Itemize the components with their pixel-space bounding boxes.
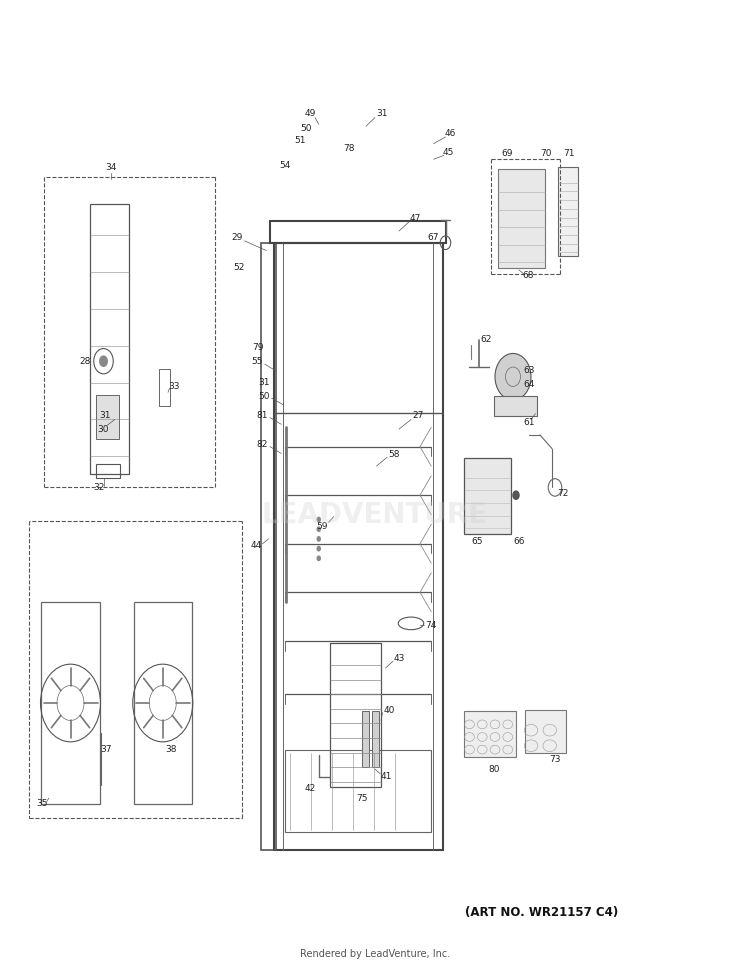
Circle shape [512,490,520,500]
Circle shape [316,526,321,532]
Text: 59: 59 [316,521,328,531]
Bar [261,243,276,850]
Text: 44: 44 [251,541,262,551]
Text: 55: 55 [251,356,263,366]
Circle shape [99,355,108,367]
Text: (ART NO. WR21157 C4): (ART NO. WR21157 C4) [465,906,618,920]
Text: 64: 64 [523,380,535,389]
Text: 32: 32 [93,483,105,492]
Text: 45: 45 [442,148,454,157]
Circle shape [316,536,321,542]
Text: 52: 52 [232,262,244,272]
Text: 40: 40 [383,706,395,716]
Text: 65: 65 [471,537,483,547]
Bar [464,458,512,534]
Text: 37: 37 [100,745,112,754]
Text: 58: 58 [388,450,400,459]
Bar [96,395,118,439]
Text: 70: 70 [540,149,552,158]
Text: 29: 29 [231,233,243,243]
Bar [525,710,566,753]
Text: 72: 72 [556,488,568,498]
Text: 31: 31 [99,411,111,420]
Text: 62: 62 [480,335,492,345]
Text: 68: 68 [522,271,534,281]
Text: 28: 28 [79,356,91,366]
Circle shape [495,353,531,400]
Text: 54: 54 [279,160,291,170]
Bar [558,167,578,256]
Text: Rendered by LeadVenture, Inc.: Rendered by LeadVenture, Inc. [300,949,450,958]
Text: 80: 80 [488,764,500,774]
Text: 73: 73 [549,754,561,764]
Text: 35: 35 [36,799,48,809]
Circle shape [316,555,321,561]
Text: 78: 78 [343,144,355,153]
Text: 75: 75 [356,793,368,803]
Text: 69: 69 [501,149,513,158]
Bar [96,464,120,478]
Bar [372,711,379,767]
Text: 31: 31 [376,109,388,118]
Text: 41: 41 [380,772,392,782]
Text: 42: 42 [304,784,315,793]
Bar [330,643,381,787]
Text: 49: 49 [304,109,316,118]
Text: 82: 82 [256,440,268,450]
Bar [362,711,369,767]
Text: 81: 81 [256,411,268,420]
Text: 63: 63 [523,366,535,376]
Text: 43: 43 [394,653,406,663]
Text: 51: 51 [294,136,306,146]
Text: 74: 74 [424,620,436,630]
Text: 50: 50 [258,391,270,401]
Bar [134,602,192,804]
Text: 66: 66 [513,537,525,547]
Bar [270,221,446,243]
Circle shape [316,517,321,522]
Text: 71: 71 [562,149,574,158]
Bar [274,243,442,850]
Bar [285,750,431,832]
Bar [41,602,100,804]
Text: 50: 50 [300,123,312,133]
Circle shape [316,546,321,552]
Text: 79: 79 [252,343,264,352]
Text: 27: 27 [413,411,424,420]
Bar [159,369,170,406]
Text: LEADVENTURE: LEADVENTURE [262,501,488,528]
Text: 34: 34 [105,162,117,172]
Text: 38: 38 [165,745,177,754]
Text: 47: 47 [409,214,421,223]
Bar [494,396,537,416]
Text: 46: 46 [444,129,456,139]
Text: 31: 31 [258,378,270,387]
Bar [90,204,129,474]
Text: 67: 67 [427,233,439,243]
Text: 33: 33 [168,382,180,391]
Text: 30: 30 [98,424,109,434]
Bar [498,169,544,268]
Text: 61: 61 [524,418,536,427]
Bar [464,711,516,757]
